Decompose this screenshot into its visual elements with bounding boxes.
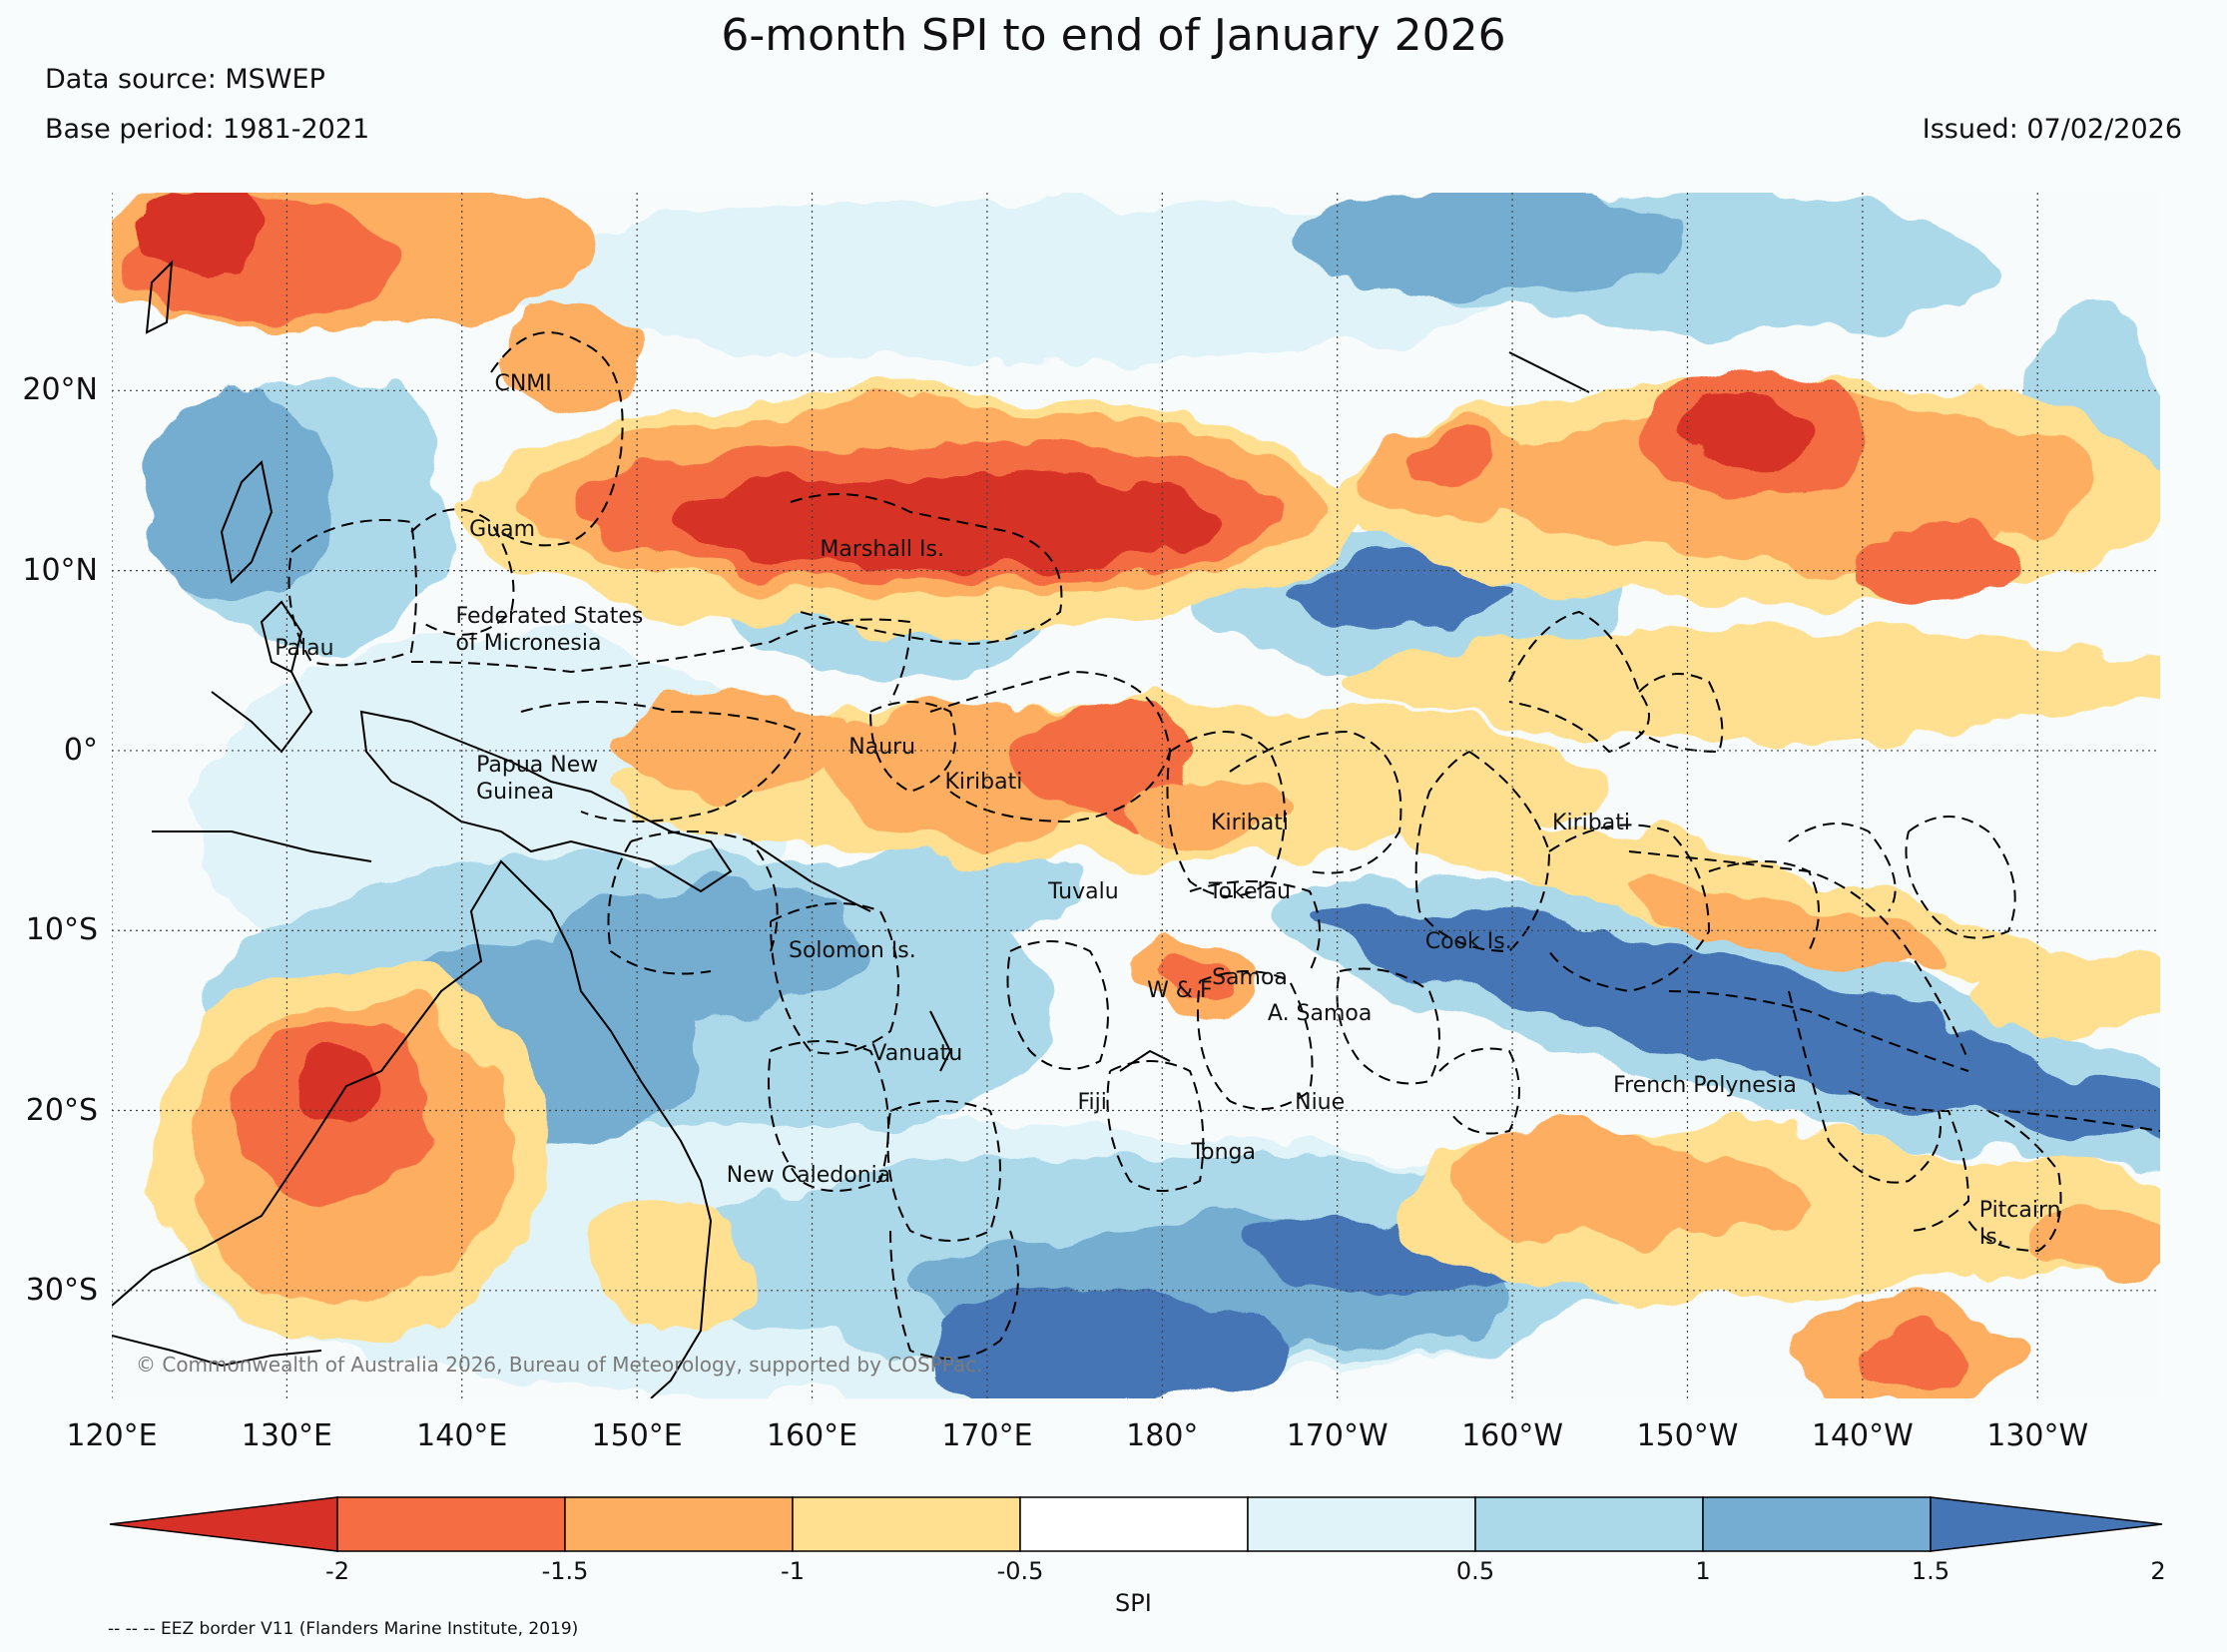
place-label: Federated States of Micronesia xyxy=(455,603,644,656)
lon-tick-label: 160°E xyxy=(766,1418,858,1453)
eez-footnote: -- -- -- EEZ border V11 (Flanders Marine… xyxy=(108,1619,579,1639)
spi-colorbar xyxy=(109,1496,2163,1552)
colorbar-label: SPI xyxy=(1115,1589,1152,1617)
colorbar-tick-label: 2 xyxy=(2150,1557,2166,1585)
eez-borders xyxy=(287,331,2160,1360)
issued-date-text: Issued: 07/02/2026 xyxy=(1922,114,2182,145)
place-label: Palau xyxy=(275,636,334,662)
place-label: French Polynesia xyxy=(1613,1073,1797,1099)
lon-tick-label: 150°W xyxy=(1636,1418,1739,1453)
lon-tick-label: 130°E xyxy=(241,1418,332,1453)
place-label: Tuvalu xyxy=(1048,878,1119,904)
colorbar-tick-label: 0.5 xyxy=(1455,1557,1495,1585)
place-label: Solomon Is. xyxy=(788,938,916,964)
place-label: Nauru xyxy=(848,735,916,761)
colorbar-tick-label: -1 xyxy=(781,1557,805,1585)
place-label: Papua New Guinea xyxy=(476,753,599,806)
lon-tick-label: 120°E xyxy=(66,1418,158,1453)
lat-tick-label: 30°S xyxy=(25,1272,98,1308)
lon-tick-label: 180° xyxy=(1126,1418,1199,1453)
place-label: Tonga xyxy=(1191,1139,1256,1165)
place-label: A. Samoa xyxy=(1267,1001,1373,1027)
lon-tick-label: 140°E xyxy=(416,1418,508,1453)
place-label: Fiji xyxy=(1077,1089,1107,1115)
colorbar-segment xyxy=(1019,1496,1249,1552)
coastlines xyxy=(112,260,1590,1398)
place-label: Kiribati xyxy=(1552,811,1630,836)
lon-tick-label: 140°W xyxy=(1811,1418,1914,1453)
place-label: Cook Is. xyxy=(1424,929,1512,955)
colorbar-segment xyxy=(564,1496,794,1552)
colorbar-segment xyxy=(1474,1496,1704,1552)
place-label: Guam xyxy=(469,517,536,543)
colorbar-segment xyxy=(336,1496,566,1552)
lon-tick-label: 150°E xyxy=(591,1418,683,1453)
lon-tick-label: 170°W xyxy=(1286,1418,1389,1453)
place-label: Tokelau xyxy=(1208,878,1292,904)
colorbar-segment xyxy=(792,1496,1021,1552)
lat-tick-label: 20°N xyxy=(22,372,98,408)
place-label: Vanuatu xyxy=(871,1040,963,1066)
data-source-text: Data source: MSWEP xyxy=(45,64,325,95)
place-label: New Caledonia xyxy=(726,1163,891,1189)
colorbar-tick-label: 1 xyxy=(1695,1557,1711,1585)
lat-tick-label: 10°N xyxy=(22,552,98,588)
spi-map xyxy=(112,193,2160,1398)
colorbar-segment xyxy=(1247,1496,1476,1552)
map-title: 6-month SPI to end of January 2026 xyxy=(721,10,1506,61)
colorbar-tick-label: -2 xyxy=(325,1557,349,1585)
place-label: Marshall Is. xyxy=(820,536,944,562)
colorbar-extend-low xyxy=(109,1496,338,1552)
colorbar-tick-label: 1.5 xyxy=(1911,1557,1950,1585)
base-period-text: Base period: 1981-2021 xyxy=(45,114,370,145)
colorbar-tick-label: -1.5 xyxy=(541,1557,589,1585)
colorbar-extend-high xyxy=(1930,1496,2163,1552)
place-label: Pitcairn Is. xyxy=(1978,1197,2061,1250)
lat-tick-label: 10°S xyxy=(25,912,98,948)
spi-field xyxy=(112,193,2160,1398)
lon-tick-label: 130°W xyxy=(1986,1418,2089,1453)
colorbar-tick-label: -0.5 xyxy=(996,1557,1044,1585)
lat-tick-label: 0° xyxy=(63,732,98,768)
lon-tick-label: 160°W xyxy=(1461,1418,1564,1453)
place-label: Kiribati xyxy=(1211,811,1289,836)
graticule xyxy=(112,193,2160,1398)
lon-tick-label: 170°E xyxy=(941,1418,1033,1453)
place-label: CNMI xyxy=(494,371,552,397)
place-label: Kiribati xyxy=(944,769,1023,795)
copyright-text: © Commonwealth of Australia 2026, Bureau… xyxy=(136,1353,983,1377)
lat-tick-label: 20°S xyxy=(25,1092,98,1128)
place-label: W & F xyxy=(1147,977,1213,1003)
colorbar-segment xyxy=(1702,1496,1932,1552)
place-label: Samoa xyxy=(1212,965,1288,991)
place-label: Niue xyxy=(1295,1089,1346,1115)
